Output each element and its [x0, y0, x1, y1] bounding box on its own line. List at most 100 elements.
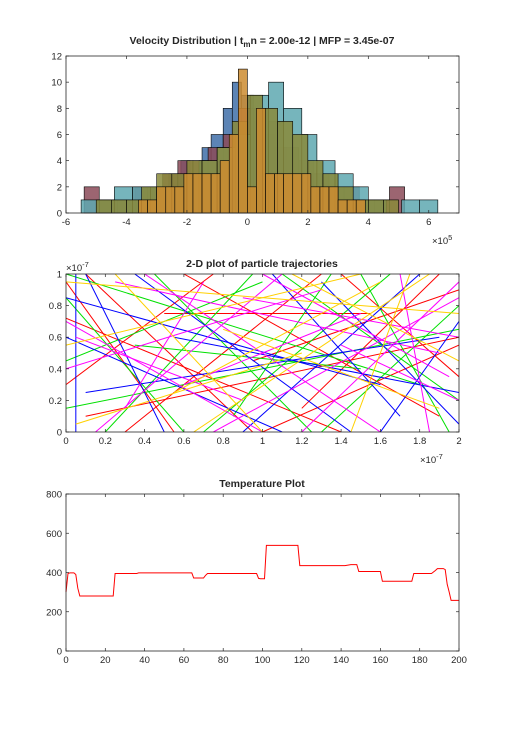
temperature-y-tick-label: 200	[46, 607, 62, 618]
histogram-y-tick-label: 4	[57, 156, 62, 167]
histogram-bar	[265, 173, 275, 214]
histogram-bar	[383, 199, 399, 214]
histogram-bar	[292, 173, 303, 214]
histogram-x-tick-label: 6	[426, 217, 431, 228]
histogram-bar	[319, 186, 330, 214]
trajectory-segment	[321, 281, 459, 425]
histogram-title-main: Velocity Distribution | t	[130, 35, 244, 47]
trajectory-x-multiplier: ×10-7	[420, 452, 443, 466]
histogram-x-exponent: 5	[448, 233, 452, 242]
histogram-bar	[156, 186, 167, 214]
histogram-x-multiplier: ×105	[432, 233, 452, 247]
trajectory-segment	[193, 274, 430, 432]
trajectory-segment	[85, 274, 254, 432]
trajectory-segment	[223, 328, 440, 409]
trajectory-y-tick-label: 0.6	[49, 333, 62, 344]
trajectory-segment	[66, 281, 175, 432]
temperature-x-tick-label: 140	[333, 655, 349, 666]
histogram-bar	[337, 199, 348, 214]
trajectory-title: 2-D plot of particle trajectories	[186, 258, 338, 270]
histogram-bar	[346, 199, 357, 214]
temperature-axes-box	[65, 493, 460, 652]
temperature-y-tick-label: 0	[57, 647, 62, 658]
histogram-bar	[310, 186, 321, 214]
trajectory-segment	[75, 352, 302, 425]
histogram-bar	[228, 134, 239, 214]
histogram-bar	[301, 173, 312, 214]
trajectory-y-tick-label: 0.8	[49, 301, 62, 312]
trajectory-x-tick-label: 2	[456, 436, 461, 447]
histogram-bar	[247, 186, 257, 214]
trajectory-segment	[340, 274, 459, 378]
histogram-x-tick-label: -6	[62, 217, 70, 228]
trajectory-segment	[301, 281, 459, 432]
trajectory-segment	[85, 336, 459, 417]
temperature-x-tick-label: 60	[179, 655, 190, 666]
histogram-y-tick-label: 6	[57, 130, 62, 141]
trajectory-segment	[104, 274, 254, 432]
trajectory-segment	[66, 274, 214, 385]
trajectory-segment	[301, 274, 440, 409]
histogram-x-tick-label: 0	[245, 217, 250, 228]
histogram-x-tick-label: -4	[122, 217, 130, 228]
trajectory-segment	[242, 297, 459, 338]
trajectory-segment	[124, 281, 204, 409]
trajectory-segment	[66, 297, 185, 432]
histogram-bar	[201, 173, 212, 214]
trajectory-segment	[85, 274, 165, 432]
histogram-bar	[274, 173, 284, 214]
histogram-bar	[368, 199, 384, 214]
histogram-y-tick-label: 12	[51, 52, 62, 63]
histogram-y-tick-label: 8	[57, 104, 62, 115]
histogram-bar	[219, 160, 230, 214]
trajectory-x-tick-label: 0.4	[138, 436, 151, 447]
trajectory-y-tick-label: 0.4	[49, 364, 62, 375]
trajectory-segment	[399, 274, 431, 432]
temperature-x-tick-label: 40	[139, 655, 150, 666]
trajectory-segment	[154, 274, 312, 432]
trajectory-segment	[114, 274, 263, 432]
histogram-x-tick-label: 2	[305, 217, 310, 228]
histogram-bar	[238, 68, 248, 214]
trajectory-segment	[66, 274, 420, 386]
temperature-title: Temperature Plot	[219, 478, 305, 490]
histogram-title-rest: n = 2.00e-12 | MFP = 3.45e-07	[250, 35, 394, 47]
histogram-bar	[111, 199, 127, 214]
histogram-bar	[165, 186, 176, 214]
histogram-bar	[192, 173, 203, 214]
trajectory-segment	[66, 320, 263, 432]
temperature-ticks: 0 20 40 60 80 100 120 140 160 180 200 0 200 400 600 800	[46, 490, 467, 667]
trajectory-segment	[271, 274, 401, 417]
histogram-x-tick-label: 4	[366, 217, 371, 228]
histogram-bars	[80, 68, 439, 214]
histogram-bar	[355, 199, 366, 214]
temperature-x-tick-label: 120	[294, 655, 310, 666]
trajectory-x-tick-label: 0.6	[177, 436, 190, 447]
temperature-plot: Temperature Plot 0 20 40 60 80 100 120 140 160 18…	[46, 478, 467, 666]
trajectory-segment	[173, 281, 381, 393]
trajectory-segment	[213, 297, 459, 432]
histogram-y-tick-label: 10	[51, 78, 62, 89]
histogram-title: Velocity Distribution | tmn = 2.00e-12 |…	[130, 35, 395, 49]
trajectory-segment	[340, 344, 459, 401]
temperature-x-tick-label: 100	[255, 655, 271, 666]
trajectory-x-tick-label: 0.8	[217, 436, 230, 447]
trajectory-segment	[281, 274, 459, 401]
trajectory-y-multiplier: ×10-7	[66, 260, 89, 274]
trajectory-segment	[66, 281, 459, 314]
histogram-bar	[138, 199, 148, 214]
histogram-bar	[95, 199, 112, 214]
trajectory-segment	[360, 274, 450, 432]
trajectory-segment	[66, 274, 361, 346]
temperature-y-tick-label: 400	[46, 568, 62, 579]
trajectory-segment	[173, 336, 459, 393]
trajectory-y-tick-label: 1	[57, 270, 62, 281]
trajectory-y-tick-label: 0	[57, 428, 62, 439]
histogram-bar	[328, 186, 339, 214]
temperature-x-tick-label: 180	[412, 655, 428, 666]
trajectory-segment	[291, 274, 459, 362]
velocity-histogram-plot: Velocity Distribution | tmn = 2.00e-12 |…	[51, 35, 460, 247]
histogram-y-tick-label: 0	[57, 209, 62, 220]
histogram-bar	[256, 108, 266, 214]
